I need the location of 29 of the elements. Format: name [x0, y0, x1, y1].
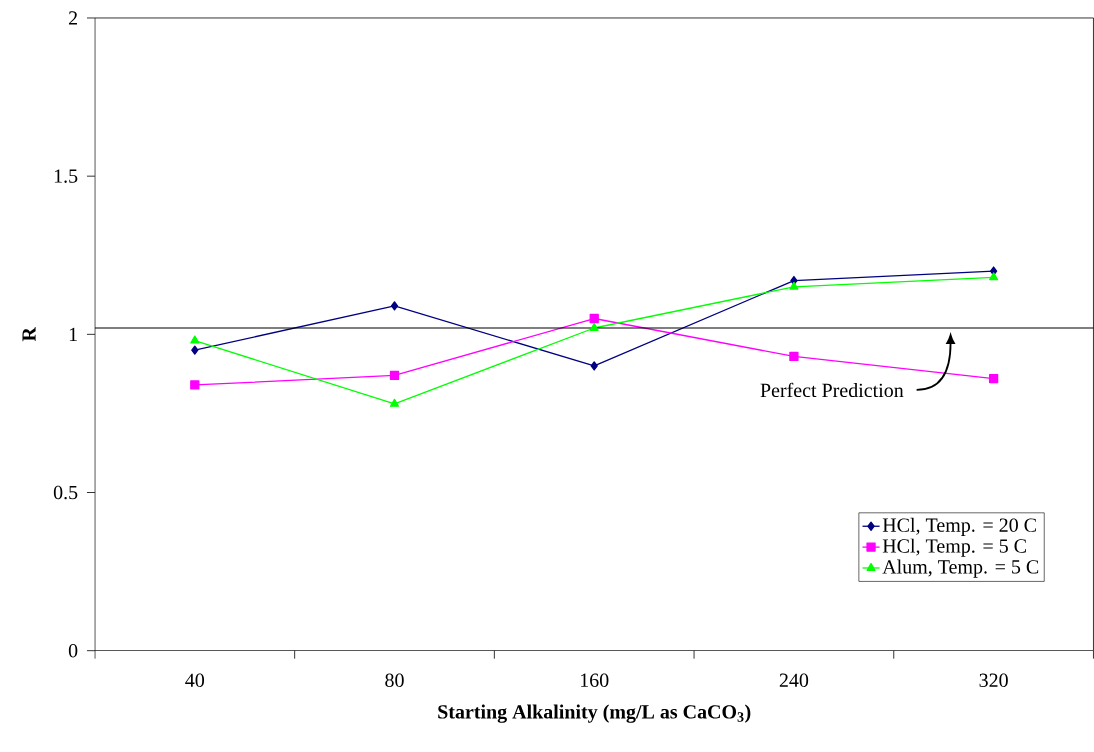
point: [590, 361, 598, 371]
y-tick-label: 0.5: [53, 485, 78, 500]
point: [190, 335, 200, 344]
y-tick-label: 2: [68, 11, 77, 25]
legend-label: Alum, Temp. = 5 C: [882, 559, 1039, 578]
point: [389, 398, 400, 408]
x-tick-label: 40: [185, 673, 205, 688]
legend-label: HCl, Temp. = 20 C: [882, 518, 1036, 537]
point: [390, 301, 399, 311]
y-axis-title: R: [22, 327, 36, 342]
point: [589, 323, 599, 332]
x-axis-title: Starting Alkalinity (mg/L as CaCO$_{3}$): [438, 704, 751, 723]
x-tick-label: 240: [779, 673, 809, 688]
x-tick-label: 160: [580, 673, 609, 688]
y-tick-label: 0: [68, 644, 78, 658]
ref-line-label: Perfect Prediction: [760, 383, 904, 398]
x-tick-label: 320: [979, 673, 1008, 688]
legend-label: HCl, Temp. = 5 C: [882, 538, 1026, 557]
point: [988, 374, 999, 384]
y-tick-label: 1: [69, 327, 77, 342]
x-tick-label: 80: [385, 673, 404, 688]
point: [190, 380, 200, 390]
point: [789, 352, 799, 362]
point: [789, 281, 799, 290]
point: [389, 370, 400, 381]
point: [989, 272, 999, 281]
y-tick-label: 1.5: [54, 169, 78, 184]
point: [191, 345, 199, 355]
point: [589, 314, 599, 324]
